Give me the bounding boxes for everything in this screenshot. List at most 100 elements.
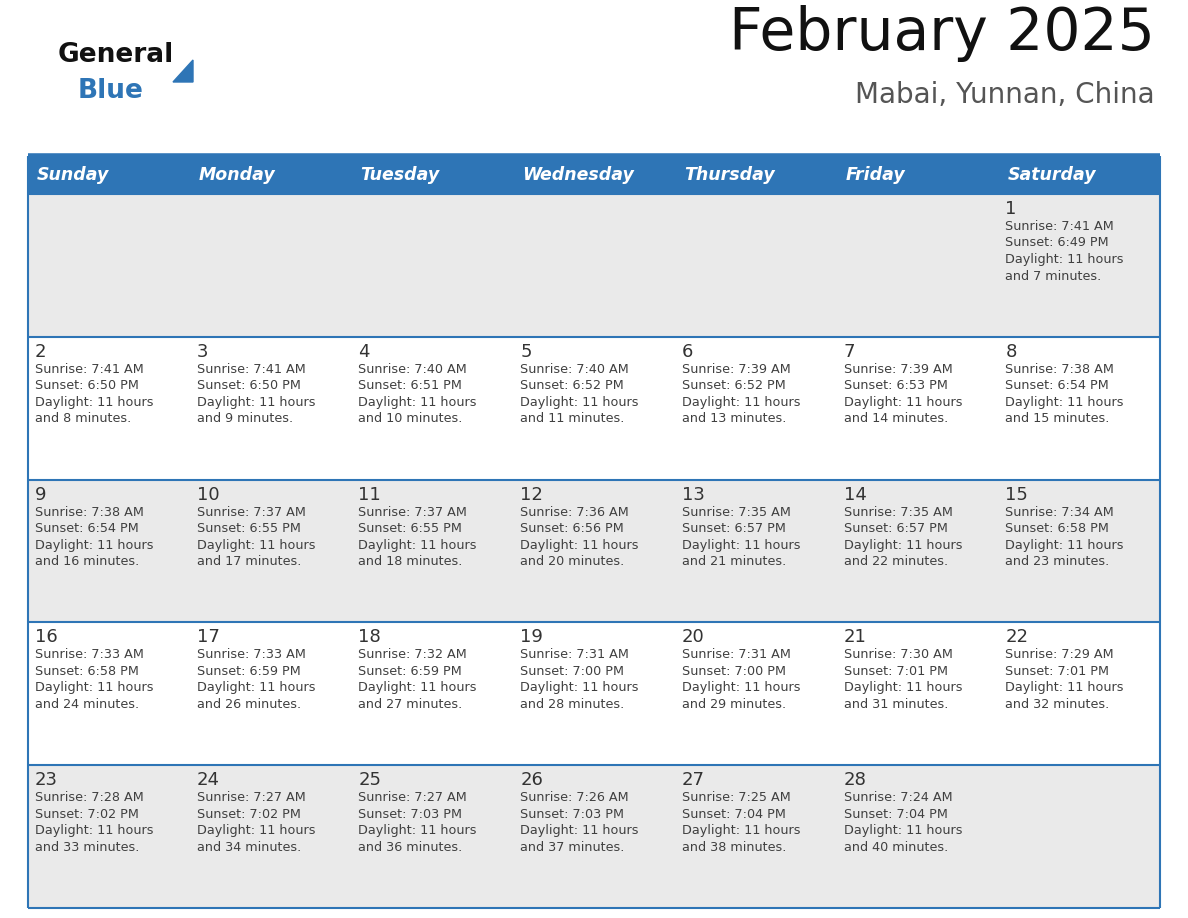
- Text: Sunset: 6:52 PM: Sunset: 6:52 PM: [520, 379, 624, 392]
- Text: 12: 12: [520, 486, 543, 504]
- Text: Sunrise: 7:25 AM: Sunrise: 7:25 AM: [682, 791, 790, 804]
- Text: Sunset: 7:00 PM: Sunset: 7:00 PM: [520, 665, 624, 677]
- Text: Sunset: 6:57 PM: Sunset: 6:57 PM: [843, 522, 948, 535]
- Text: Sunrise: 7:40 AM: Sunrise: 7:40 AM: [359, 363, 467, 375]
- Text: Sunset: 7:00 PM: Sunset: 7:00 PM: [682, 665, 785, 677]
- Bar: [352, 156, 513, 194]
- Text: Daylight: 11 hours: Daylight: 11 hours: [843, 681, 962, 694]
- Text: Sunset: 6:52 PM: Sunset: 6:52 PM: [682, 379, 785, 392]
- Bar: [675, 156, 836, 194]
- Bar: [836, 156, 998, 194]
- Text: 19: 19: [520, 629, 543, 646]
- Text: Daylight: 11 hours: Daylight: 11 hours: [843, 539, 962, 552]
- Text: Sunset: 7:03 PM: Sunset: 7:03 PM: [520, 808, 624, 821]
- Text: and 38 minutes.: and 38 minutes.: [682, 841, 786, 854]
- Text: Daylight: 11 hours: Daylight: 11 hours: [682, 681, 801, 694]
- Text: Sunset: 6:51 PM: Sunset: 6:51 PM: [359, 379, 462, 392]
- Text: and 23 minutes.: and 23 minutes.: [1005, 555, 1110, 568]
- Text: 5: 5: [520, 342, 532, 361]
- Text: Sunrise: 7:33 AM: Sunrise: 7:33 AM: [34, 648, 144, 661]
- Text: and 13 minutes.: and 13 minutes.: [682, 412, 786, 425]
- Bar: [29, 156, 190, 194]
- Text: Sunset: 6:55 PM: Sunset: 6:55 PM: [197, 522, 301, 535]
- Text: Daylight: 11 hours: Daylight: 11 hours: [682, 539, 801, 552]
- Text: Sunrise: 7:38 AM: Sunrise: 7:38 AM: [34, 506, 144, 519]
- Text: and 14 minutes.: and 14 minutes.: [843, 412, 948, 425]
- Text: Sunset: 7:01 PM: Sunset: 7:01 PM: [843, 665, 948, 677]
- Text: Sunset: 7:04 PM: Sunset: 7:04 PM: [682, 808, 785, 821]
- Text: Daylight: 11 hours: Daylight: 11 hours: [520, 539, 639, 552]
- Text: Sunset: 7:01 PM: Sunset: 7:01 PM: [1005, 665, 1110, 677]
- Text: Sunset: 6:59 PM: Sunset: 6:59 PM: [359, 665, 462, 677]
- Text: and 21 minutes.: and 21 minutes.: [682, 555, 786, 568]
- Text: Sunrise: 7:27 AM: Sunrise: 7:27 AM: [359, 791, 467, 804]
- Bar: [29, 622, 1159, 766]
- Text: General: General: [58, 42, 175, 68]
- Text: 14: 14: [843, 486, 866, 504]
- Text: Sunrise: 7:41 AM: Sunrise: 7:41 AM: [197, 363, 305, 375]
- Text: Tuesday: Tuesday: [360, 166, 440, 184]
- Text: 7: 7: [843, 342, 855, 361]
- Text: Sunrise: 7:32 AM: Sunrise: 7:32 AM: [359, 648, 467, 661]
- Text: 16: 16: [34, 629, 58, 646]
- Text: Daylight: 11 hours: Daylight: 11 hours: [197, 539, 315, 552]
- Text: 23: 23: [34, 771, 58, 789]
- Text: and 40 minutes.: and 40 minutes.: [843, 841, 948, 854]
- Text: Sunset: 7:04 PM: Sunset: 7:04 PM: [843, 808, 948, 821]
- Text: 13: 13: [682, 486, 704, 504]
- Text: and 17 minutes.: and 17 minutes.: [197, 555, 301, 568]
- Text: Daylight: 11 hours: Daylight: 11 hours: [520, 824, 639, 837]
- Text: Sunrise: 7:41 AM: Sunrise: 7:41 AM: [34, 363, 144, 375]
- Text: Sunrise: 7:39 AM: Sunrise: 7:39 AM: [843, 363, 953, 375]
- Text: 8: 8: [1005, 342, 1017, 361]
- Text: Daylight: 11 hours: Daylight: 11 hours: [1005, 253, 1124, 266]
- Text: Sunset: 6:50 PM: Sunset: 6:50 PM: [197, 379, 301, 392]
- Bar: [29, 337, 1159, 479]
- Bar: [190, 156, 352, 194]
- Text: Sunrise: 7:30 AM: Sunrise: 7:30 AM: [843, 648, 953, 661]
- Text: Sunrise: 7:29 AM: Sunrise: 7:29 AM: [1005, 648, 1114, 661]
- Text: 21: 21: [843, 629, 866, 646]
- Text: Daylight: 11 hours: Daylight: 11 hours: [34, 396, 153, 409]
- Text: and 28 minutes.: and 28 minutes.: [520, 698, 625, 711]
- Text: Daylight: 11 hours: Daylight: 11 hours: [197, 824, 315, 837]
- Text: 4: 4: [359, 342, 369, 361]
- Text: and 37 minutes.: and 37 minutes.: [520, 841, 625, 854]
- Text: Sunday: Sunday: [37, 166, 109, 184]
- Text: 22: 22: [1005, 629, 1029, 646]
- Text: Daylight: 11 hours: Daylight: 11 hours: [359, 539, 476, 552]
- Text: and 16 minutes.: and 16 minutes.: [34, 555, 139, 568]
- Text: 27: 27: [682, 771, 704, 789]
- Text: and 26 minutes.: and 26 minutes.: [197, 698, 301, 711]
- Text: Daylight: 11 hours: Daylight: 11 hours: [197, 396, 315, 409]
- Text: and 10 minutes.: and 10 minutes.: [359, 412, 463, 425]
- Text: Daylight: 11 hours: Daylight: 11 hours: [843, 396, 962, 409]
- Text: Sunrise: 7:34 AM: Sunrise: 7:34 AM: [1005, 506, 1114, 519]
- Text: and 36 minutes.: and 36 minutes.: [359, 841, 462, 854]
- Text: Daylight: 11 hours: Daylight: 11 hours: [520, 681, 639, 694]
- Text: Daylight: 11 hours: Daylight: 11 hours: [359, 396, 476, 409]
- Text: and 20 minutes.: and 20 minutes.: [520, 555, 625, 568]
- Bar: [998, 156, 1159, 194]
- Text: Sunrise: 7:26 AM: Sunrise: 7:26 AM: [520, 791, 628, 804]
- Text: Daylight: 11 hours: Daylight: 11 hours: [843, 824, 962, 837]
- Text: Blue: Blue: [78, 78, 144, 104]
- Text: Daylight: 11 hours: Daylight: 11 hours: [34, 681, 153, 694]
- Text: Daylight: 11 hours: Daylight: 11 hours: [682, 396, 801, 409]
- Text: Sunset: 6:56 PM: Sunset: 6:56 PM: [520, 522, 624, 535]
- Text: Sunset: 6:54 PM: Sunset: 6:54 PM: [1005, 379, 1110, 392]
- Bar: [513, 156, 675, 194]
- Text: Sunrise: 7:38 AM: Sunrise: 7:38 AM: [1005, 363, 1114, 375]
- Text: Thursday: Thursday: [684, 166, 775, 184]
- Text: Sunset: 6:58 PM: Sunset: 6:58 PM: [34, 665, 139, 677]
- Text: Sunset: 6:57 PM: Sunset: 6:57 PM: [682, 522, 785, 535]
- Text: Sunrise: 7:35 AM: Sunrise: 7:35 AM: [843, 506, 953, 519]
- Text: 25: 25: [359, 771, 381, 789]
- Text: and 22 minutes.: and 22 minutes.: [843, 555, 948, 568]
- Text: Sunset: 6:53 PM: Sunset: 6:53 PM: [843, 379, 948, 392]
- Text: and 27 minutes.: and 27 minutes.: [359, 698, 462, 711]
- Text: Sunrise: 7:37 AM: Sunrise: 7:37 AM: [359, 506, 467, 519]
- Text: and 15 minutes.: and 15 minutes.: [1005, 412, 1110, 425]
- Text: and 18 minutes.: and 18 minutes.: [359, 555, 463, 568]
- Text: 10: 10: [197, 486, 220, 504]
